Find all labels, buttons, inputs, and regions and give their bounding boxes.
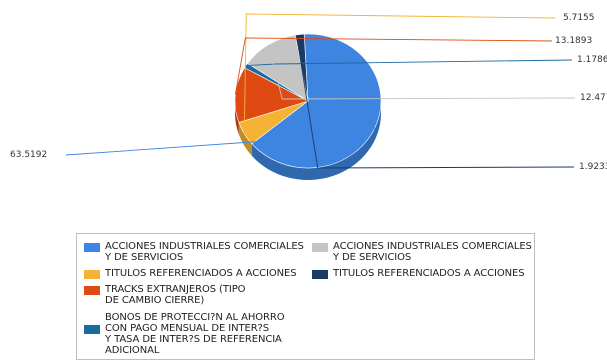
- legend-item-acciones-industriales-2: ACCIONES INDUSTRIALES COMERCIALES Y DE S…: [312, 241, 532, 263]
- pie-slice-side: [251, 101, 381, 181]
- legend-item-titulos-referenciados: TITULOS REFERENCIADOS A ACCIONES: [84, 268, 297, 279]
- slice-value-label: 63.5192: [10, 150, 47, 160]
- chart-legend: ACCIONES INDUSTRIALES COMERCIALES Y DE S…: [76, 233, 535, 360]
- leader-line: [65, 127, 376, 156]
- legend-label: TITULOS REFERENCIADOS A ACCIONES: [105, 268, 297, 279]
- legend-swatch: [312, 270, 328, 279]
- slice-value-label: 5.7155: [563, 13, 595, 23]
- slice-value-label: 1.1786: [577, 55, 607, 65]
- leader-line: [297, 42, 575, 169]
- pie-slice: [251, 33, 382, 169]
- legend-item-titulos-referenciados-2: TITULOS REFERENCIADOS A ACCIONES: [312, 268, 525, 279]
- leader-line: [243, 13, 556, 134]
- legend-swatch: [84, 325, 100, 334]
- legend-swatch: [84, 243, 100, 252]
- legend-swatch: [84, 270, 100, 279]
- legend-label: BONOS DE PROTECCI?N AL AHORRO CON PAGO M…: [105, 312, 285, 356]
- legend-label: ACCIONES INDUSTRIALES COMERCIALES Y DE S…: [105, 241, 304, 263]
- legend-item-bonos-proteccion: BONOS DE PROTECCI?N AL AHORRO CON PAGO M…: [84, 312, 285, 356]
- legend-label: TRACKS EXTRANJEROS (TIPO DE CAMBIO CIERR…: [105, 284, 246, 306]
- pie-slice-side: [238, 122, 252, 156]
- legend-label: ACCIONES INDUSTRIALES COMERCIALES Y DE S…: [333, 241, 532, 263]
- legend-swatch: [84, 286, 100, 295]
- slice-value-label: 13.1893: [555, 36, 592, 46]
- legend-swatch: [312, 243, 328, 252]
- legend-item-acciones-industriales: ACCIONES INDUSTRIALES COMERCIALES Y DE S…: [84, 241, 304, 263]
- leader-line: [234, 37, 553, 95]
- slice-value-label: 12.477: [580, 93, 607, 103]
- leader-line: [267, 44, 576, 100]
- legend-item-tracks-extranjeros: TRACKS EXTRANJEROS (TIPO DE CAMBIO CIERR…: [84, 284, 246, 306]
- slice-value-label: 1.9233: [579, 162, 607, 172]
- leader-line: [246, 59, 573, 67]
- pie-slice-side: [235, 101, 239, 135]
- legend-label: TITULOS REFERENCIADOS A ACCIONES: [333, 268, 525, 279]
